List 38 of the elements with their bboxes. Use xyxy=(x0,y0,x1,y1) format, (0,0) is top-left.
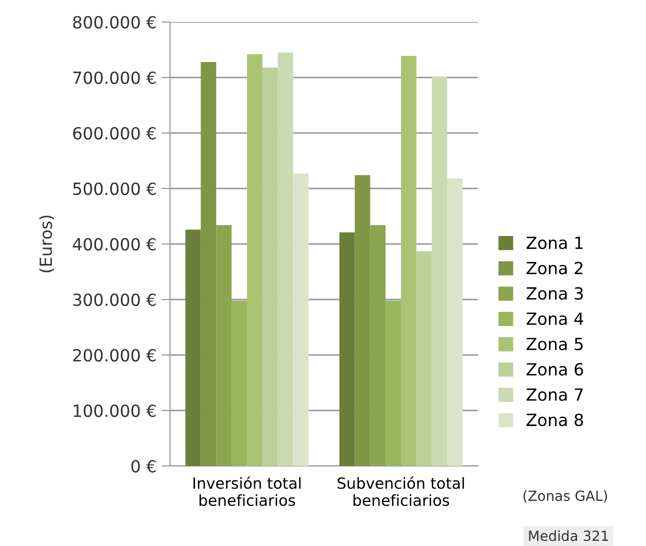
bar xyxy=(339,232,355,466)
text: Medida 321 xyxy=(529,530,608,542)
legend-label: Zona 6 xyxy=(526,362,584,376)
bar xyxy=(278,52,294,466)
bar xyxy=(370,225,386,466)
y-tick-label: 600.000 € xyxy=(73,126,156,140)
bar xyxy=(185,230,201,466)
y-axis-title: (Euros) xyxy=(39,216,54,272)
bar xyxy=(232,300,247,466)
y-tick-label: 100.000 € xyxy=(74,404,156,418)
bar xyxy=(247,54,262,466)
y-tick-label: 800.000 € xyxy=(73,16,156,29)
legend-label: Zona 4 xyxy=(526,312,584,325)
legend-label: Zona 5 xyxy=(526,338,583,350)
y-tick-label: 300.000 € xyxy=(73,293,156,306)
y-tick-label: 200.000 € xyxy=(73,348,156,362)
x-tick-label: Subvención total beneficiarios xyxy=(338,476,464,506)
bar xyxy=(432,76,448,466)
bar xyxy=(416,251,432,466)
bar xyxy=(386,300,401,466)
bar xyxy=(262,68,278,466)
y-tick-label: 400.000 € xyxy=(72,238,156,251)
bar xyxy=(200,62,216,466)
y-tick-label: 700.000 € xyxy=(73,71,156,84)
y-tick-label: 500.000 € xyxy=(73,182,156,196)
bar xyxy=(293,174,309,466)
y-tick-label: 0 € xyxy=(131,460,156,473)
bar xyxy=(354,175,370,466)
legend-label: Zona 1 xyxy=(526,236,583,250)
text: (Zonas GAL) xyxy=(524,490,607,503)
legend-label: Zona 2 xyxy=(526,262,582,274)
legend-label: Zona 3 xyxy=(526,287,583,300)
legend-label: Zona 7 xyxy=(526,388,583,401)
legend-label: Zona 8 xyxy=(526,414,583,426)
bar xyxy=(216,225,232,466)
x-tick-label: Inversión total beneficiarios xyxy=(194,476,301,506)
bar xyxy=(447,178,463,466)
bar xyxy=(401,56,416,466)
